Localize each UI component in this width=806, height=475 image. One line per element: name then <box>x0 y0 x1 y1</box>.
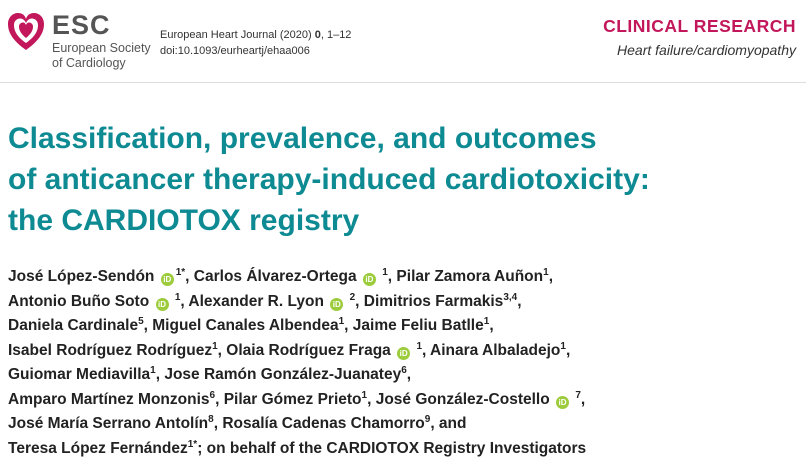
header-divider <box>0 82 806 83</box>
orcid-icon[interactable]: iD <box>160 273 174 286</box>
author-line: José López-Sendón iD1*, Carlos Álvarez-O… <box>8 267 553 286</box>
title-line: the CARDIOTOX registry <box>8 204 360 237</box>
section-subtitle: Heart failure/cardiomyopathy <box>617 42 796 58</box>
author-name[interactable]: Olaia Rodríguez Fraga <box>226 341 391 359</box>
orcid-icon[interactable]: iD <box>556 395 570 409</box>
author-name[interactable]: Teresa López Fernández <box>8 439 188 457</box>
author-list: José López-Sendón iD1*, Carlos Álvarez-O… <box>8 265 803 461</box>
orcid-icon[interactable]: iD <box>397 346 411 360</box>
author-name[interactable]: Dimitrios Farmakis <box>363 292 504 310</box>
society-name: European Society of Cardiology <box>52 41 151 70</box>
orcid-icon[interactable]: iD <box>330 297 344 311</box>
author-name[interactable]: Pilar Gómez Prieto <box>223 390 362 408</box>
author-name[interactable]: José María Serrano Antolín <box>8 415 209 432</box>
heart-logo-icon <box>8 13 44 50</box>
author-line: Teresa López Fernández1*; on behalf of t… <box>8 438 587 457</box>
author-line: Guiomar Mediavilla1, Jose Ramón González… <box>8 365 412 384</box>
author-name[interactable]: Miguel Canales Albendea <box>152 317 339 334</box>
author-line: José María Serrano Antolín8, Rosalía Cad… <box>8 414 467 433</box>
author-name[interactable]: Daniela Cardinale <box>8 317 139 334</box>
author-line: Isabel Rodríguez Rodríguez1, Olaia Rodrí… <box>8 340 571 360</box>
author-name[interactable]: Alexander R. Lyon <box>188 292 324 310</box>
title-line: of anticancer therapy-induced cardiotoxi… <box>8 163 650 196</box>
journal-citation: European Heart Journal (2020) 0, 1–12 do… <box>160 29 352 57</box>
author-name[interactable]: Pilar Zamora Auñon <box>396 268 544 285</box>
author-name[interactable]: Antonio Buño Soto <box>8 292 150 310</box>
orcid-icon[interactable]: iD <box>155 297 169 311</box>
author-line: Daniela Cardinale5, Miguel Canales Alben… <box>8 316 494 335</box>
orcid-icon[interactable]: iD <box>362 273 376 286</box>
doi[interactable]: doi:10.1093/eurheartj/ehaa006 <box>160 45 310 57</box>
author-name[interactable]: Rosalía Cadenas Chamorro <box>222 415 425 432</box>
author-name[interactable]: Isabel Rodríguez Rodríguez <box>8 341 213 359</box>
article-title: Classification, prevalence, and outcomes… <box>8 118 798 241</box>
author-name[interactable]: Jaime Feliu Batlle <box>352 317 484 334</box>
esc-logo-text: ESC <box>52 10 111 40</box>
journal-header: ESC European Society of Cardiology Europ… <box>0 0 806 80</box>
author-name[interactable]: Carlos Álvarez-Ortega <box>193 268 357 285</box>
author-name[interactable]: José López-Sendón <box>8 268 155 285</box>
author-name[interactable]: José González-Costello <box>375 390 550 408</box>
author-line: Amparo Martínez Monzonis6, Pilar Gómez P… <box>8 389 586 409</box>
section-title: CLINICAL RESEARCH <box>603 16 796 36</box>
author-name[interactable]: Guiomar Mediavilla <box>8 366 151 383</box>
author-name[interactable]: Jose Ramón González-Juanatey <box>164 366 402 383</box>
author-line: Antonio Buño Soto iD 1, Alexander R. Lyo… <box>8 291 522 311</box>
author-name[interactable]: Ainara Albaladejo <box>430 341 561 359</box>
esc-logo: ESC European Society of Cardiology <box>6 6 156 72</box>
article-section: CLINICAL RESEARCH Heart failure/cardiomy… <box>603 16 796 58</box>
author-name[interactable]: Amparo Martínez Monzonis <box>8 390 210 408</box>
title-line: Classification, prevalence, and outcomes <box>8 122 597 155</box>
